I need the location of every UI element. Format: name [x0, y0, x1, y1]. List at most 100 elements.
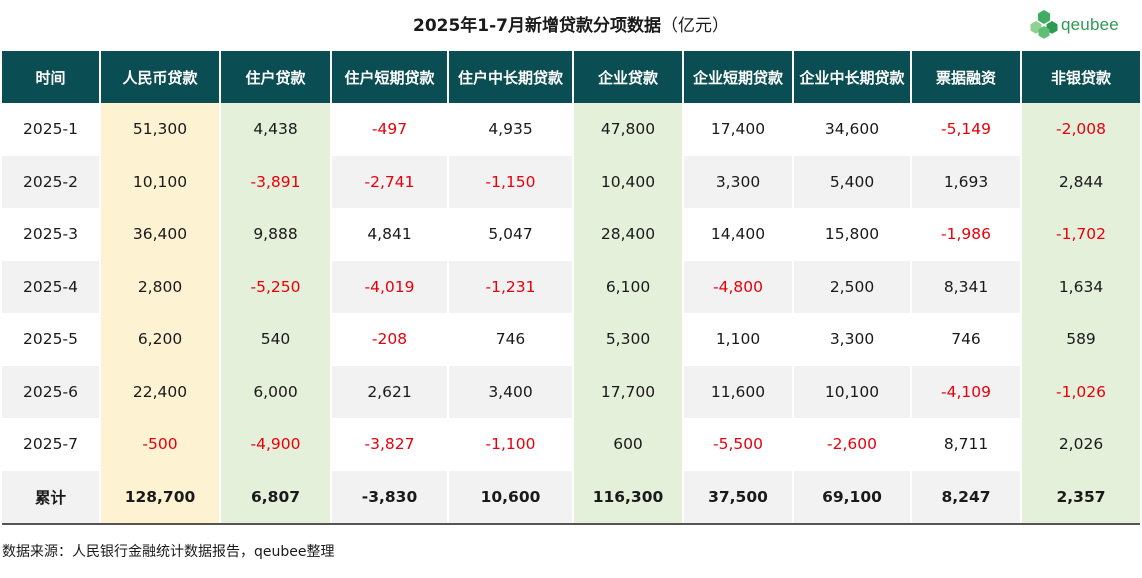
cell-corporate-short-term: 14,400 [682, 208, 793, 261]
cell-corporate-short-term: 37,500 [682, 470, 793, 525]
cell-non-bank-loans: 589 [1020, 313, 1140, 366]
cell-corporate-mid-long-term: 5,400 [792, 155, 911, 208]
cell-household-mid-long-term: 5,047 [447, 208, 573, 261]
cell-rmb-loans: 22,400 [99, 365, 220, 418]
cell-household-loans: 540 [219, 313, 331, 366]
loan-data-table: 时间 人民币贷款 住户贷款 住户短期贷款 住户中长期贷款 企业贷款 企业短期贷款 企业中长期贷… [2, 51, 1140, 525]
cell-rmb-loans: 128,700 [99, 470, 220, 525]
cell-time: 2025-3 [23, 225, 78, 244]
header-household-mid-long-term: 住户中长期贷款 [447, 51, 573, 103]
cell-household-mid-long-term: 4,935 [447, 103, 573, 156]
cell-bill-financing: 8,341 [910, 260, 1021, 313]
cell-household-mid-long-term: -1,150 [447, 155, 573, 208]
header-row: 时间 人民币贷款 住户贷款 住户短期贷款 住户中长期贷款 企业贷款 企业短期贷款 企业中长期贷… [2, 51, 1140, 103]
cell-corporate-loans: 17,700 [572, 365, 683, 418]
table-row: 2025-3 36,400 9,888 4,841 5,047 28,400 14,400 1… [2, 208, 1140, 261]
header-time: 时间 [2, 51, 100, 103]
cell-non-bank-loans: -1,702 [1020, 208, 1140, 261]
cell-household-short-term: -497 [330, 103, 448, 156]
cell-bill-financing: -1,986 [910, 208, 1021, 261]
cell-corporate-loans: 10,400 [572, 155, 683, 208]
source-note: 数据来源：人民银行金融统计数据报告，qeubee整理 [2, 544, 335, 560]
cell-time: 2025-7 [23, 435, 78, 454]
cell-household-short-term: -2,741 [330, 155, 448, 208]
cell-corporate-mid-long-term: 34,600 [792, 103, 911, 156]
cell-non-bank-loans: 2,844 [1020, 155, 1140, 208]
table-row: 2025-6 22,400 6,000 2,621 3,400 17,700 11,600 1… [2, 365, 1140, 418]
cell-non-bank-loans: 2,026 [1020, 418, 1140, 471]
cell-household-mid-long-term: -1,100 [447, 418, 573, 471]
page-title: 2025年1-7月新增贷款分项数据（亿元） [0, 6, 1142, 46]
header-rmb-loans: 人民币贷款 [99, 51, 220, 103]
header-corporate-loans: 企业贷款 [572, 51, 683, 103]
header-bill-financing: 票据融资 [910, 51, 1021, 103]
header-corporate-short-term: 企业短期贷款 [682, 51, 793, 103]
cell-corporate-mid-long-term: 10,100 [792, 365, 911, 418]
cell-household-mid-long-term: -1,231 [447, 260, 573, 313]
cell-household-loans: -3,891 [219, 155, 331, 208]
title-text: 2025年1-7月新增贷款分项数据 [412, 16, 662, 36]
cell-bill-financing: -5,149 [910, 103, 1021, 156]
cell-household-short-term: -4,019 [330, 260, 448, 313]
cell-corporate-short-term: -5,500 [682, 418, 793, 471]
cell-bill-financing: 746 [910, 313, 1021, 366]
cell-corporate-short-term: 3,300 [682, 155, 793, 208]
cell-bill-financing: 8,247 [910, 470, 1021, 525]
hexagon-cluster-icon [1030, 10, 1058, 39]
cell-household-loans: 4,438 [219, 103, 331, 156]
table-row: 2025-1 51,300 4,438 -497 4,935 47,800 17,400 34… [2, 103, 1140, 156]
header-household-loans: 住户贷款 [219, 51, 331, 103]
cell-non-bank-loans: -2,008 [1020, 103, 1140, 156]
cell-corporate-short-term: 1,100 [682, 313, 793, 366]
cell-household-mid-long-term: 3,400 [447, 365, 573, 418]
cell-corporate-mid-long-term: 69,100 [792, 470, 911, 525]
cell-corporate-loans: 28,400 [572, 208, 683, 261]
table-row: 2025-5 6,200 540 -208 746 5,300 1,100 3,300 746 5… [2, 313, 1140, 366]
cell-time: 2025-4 [2, 260, 100, 313]
cell-corporate-loans: 6,100 [572, 260, 683, 313]
cell-household-short-term: -3,830 [330, 470, 448, 525]
table-row: 2025-7 -500 -4,900 -3,827 -1,100 600 -5,500 -2,… [2, 418, 1140, 471]
title-unit: （亿元） [661, 16, 730, 36]
cell-corporate-short-term: 17,400 [682, 103, 793, 156]
cell-rmb-loans: 10,100 [99, 155, 220, 208]
cell-rmb-loans: -500 [99, 418, 220, 471]
cell-corporate-mid-long-term: 15,800 [792, 208, 911, 261]
table-row: 2025-2 10,100 -3,891 -2,741 -1,150 10,400 3,30… [2, 155, 1140, 208]
cell-time: 2025-5 [23, 330, 78, 349]
cell-rmb-loans: 36,400 [99, 208, 220, 261]
total-row: 累计 128,700 6,807 -3,830 10,600 116,300 37,500 6… [2, 470, 1140, 525]
cell-rmb-loans: 51,300 [99, 103, 220, 156]
header-household-short-term: 住户短期贷款 [330, 51, 448, 103]
header-corporate-mid-long-term: 企业中长期贷款 [792, 51, 911, 103]
cell-rmb-loans: 6,200 [99, 313, 220, 366]
cell-corporate-short-term: 11,600 [682, 365, 793, 418]
qeubee-logo: qeubee [1030, 8, 1119, 42]
cell-bill-financing: -4,109 [910, 365, 1021, 418]
cell-time: 累计 [2, 470, 100, 525]
cell-non-bank-loans: 2,357 [1020, 470, 1140, 525]
cell-corporate-mid-long-term: 3,300 [792, 313, 911, 366]
cell-household-mid-long-term: 10,600 [447, 470, 573, 525]
cell-household-loans: 9,888 [219, 208, 331, 261]
cell-time: 2025-6 [2, 365, 100, 418]
cell-corporate-loans: 600 [572, 418, 683, 471]
cell-corporate-loans: 47,800 [572, 103, 683, 156]
cell-corporate-loans: 116,300 [572, 470, 683, 525]
cell-household-loans: 6,000 [219, 365, 331, 418]
cell-non-bank-loans: 1,634 [1020, 260, 1140, 313]
cell-non-bank-loans: -1,026 [1020, 365, 1140, 418]
cell-corporate-mid-long-term: -2,600 [792, 418, 911, 471]
cell-corporate-short-term: -4,800 [682, 260, 793, 313]
cell-corporate-loans: 5,300 [572, 313, 683, 366]
cell-household-short-term: -208 [330, 313, 448, 366]
cell-household-short-term: -3,827 [330, 418, 448, 471]
cell-corporate-mid-long-term: 2,500 [792, 260, 911, 313]
cell-bill-financing: 8,711 [910, 418, 1021, 471]
cell-household-loans: -5,250 [219, 260, 331, 313]
cell-household-mid-long-term: 746 [447, 313, 573, 366]
cell-time: 2025-2 [2, 155, 100, 208]
cell-bill-financing: 1,693 [910, 155, 1021, 208]
cell-household-loans: -4,900 [219, 418, 331, 471]
cell-household-short-term: 4,841 [330, 208, 448, 261]
